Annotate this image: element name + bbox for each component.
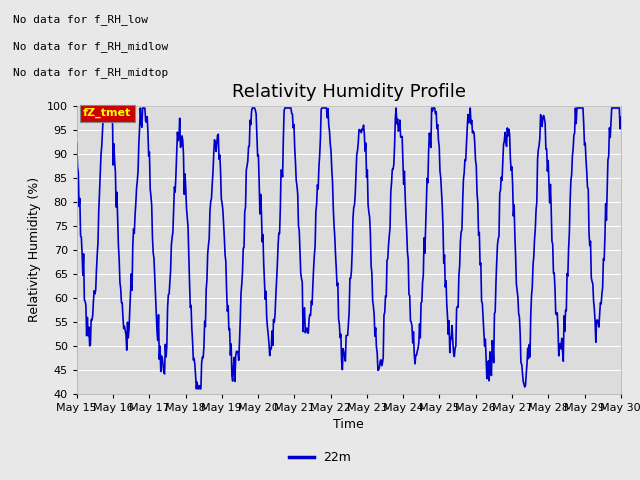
Text: No data for f_RH_midtop: No data for f_RH_midtop (13, 67, 168, 78)
Text: No data for f_RH_low: No data for f_RH_low (13, 14, 148, 25)
Text: No data for f_RH_midlow: No data for f_RH_midlow (13, 41, 168, 52)
Y-axis label: Relativity Humidity (%): Relativity Humidity (%) (28, 177, 41, 322)
X-axis label: Time: Time (333, 418, 364, 431)
Title: Relativity Humidity Profile: Relativity Humidity Profile (232, 83, 466, 101)
Legend: 22m: 22m (284, 446, 356, 469)
Text: fZ_tmet: fZ_tmet (83, 108, 131, 118)
